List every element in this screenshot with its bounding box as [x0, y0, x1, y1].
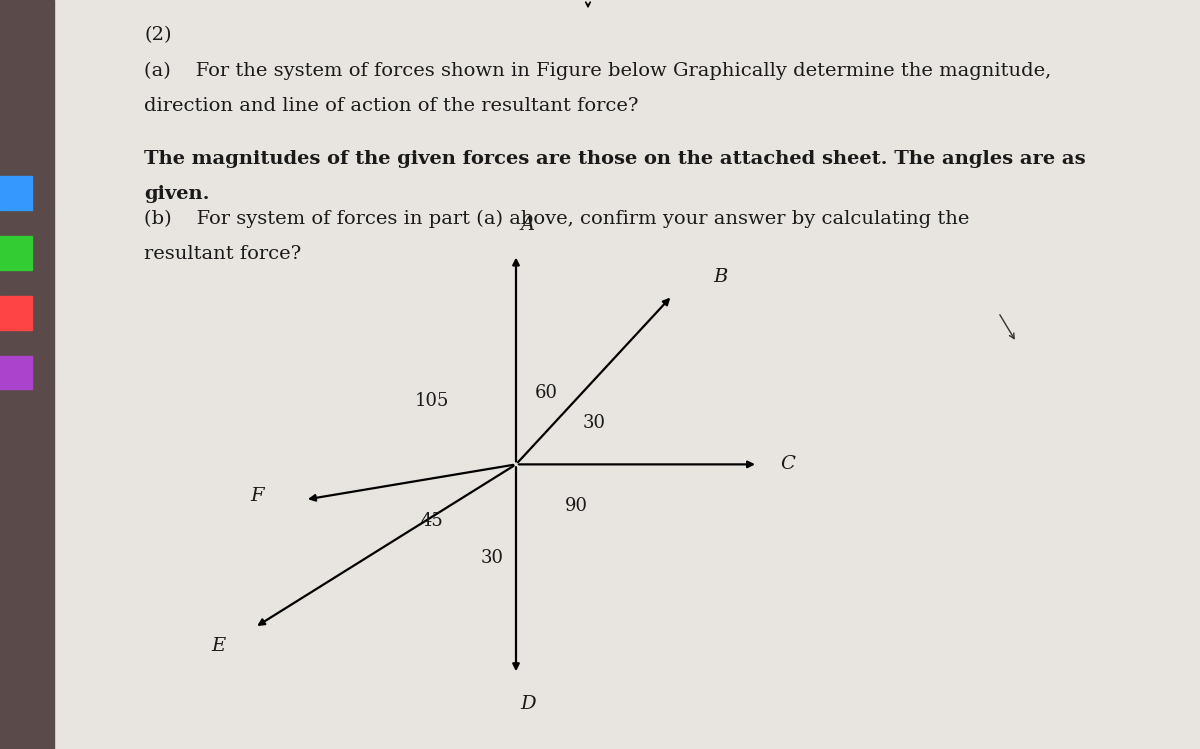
- Text: B: B: [713, 267, 727, 286]
- Text: F: F: [251, 487, 264, 505]
- Text: A: A: [521, 216, 535, 234]
- Bar: [0, 176, 32, 210]
- Bar: [0, 296, 32, 330]
- Text: C: C: [780, 455, 796, 473]
- Text: D: D: [520, 695, 536, 713]
- Text: given.: given.: [144, 185, 210, 203]
- Bar: [0, 0, 54, 749]
- Text: The magnitudes of the given forces are those on the attached sheet. The angles a: The magnitudes of the given forces are t…: [144, 150, 1086, 168]
- Text: (a)    For the system of forces shown in Figure below Graphically determine the : (a) For the system of forces shown in Fi…: [144, 62, 1051, 80]
- Bar: [0, 236, 32, 270]
- Text: 45: 45: [421, 512, 443, 530]
- Text: 90: 90: [564, 497, 588, 515]
- Text: 30: 30: [582, 414, 606, 432]
- Text: 105: 105: [415, 392, 449, 410]
- Text: (b)    For system of forces in part (a) above, confirm your answer by calculatin: (b) For system of forces in part (a) abo…: [144, 210, 970, 228]
- Text: E: E: [211, 637, 226, 655]
- Text: direction and line of action of the resultant force?: direction and line of action of the resu…: [144, 97, 638, 115]
- Text: (2): (2): [144, 26, 172, 44]
- Text: 60: 60: [534, 384, 558, 402]
- Text: resultant force?: resultant force?: [144, 245, 301, 263]
- Text: 30: 30: [480, 549, 504, 567]
- Bar: [0, 356, 32, 389]
